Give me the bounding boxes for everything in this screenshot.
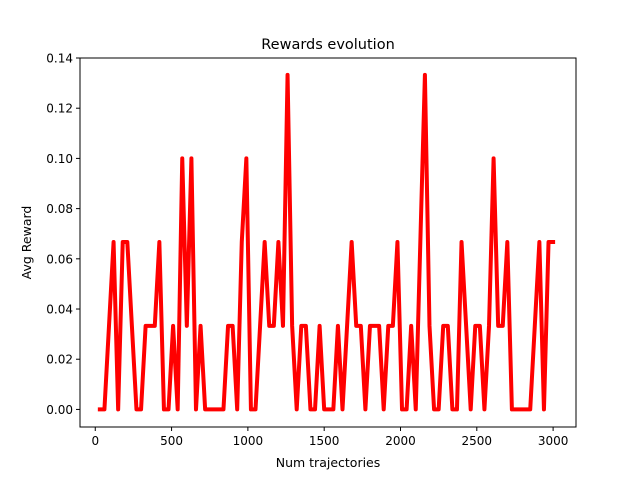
chart-title: Rewards evolution: [261, 37, 395, 53]
series-line-0: [97, 72, 556, 412]
y-tick-label: 0.04: [46, 303, 73, 317]
x-tick-label: 2500: [462, 434, 493, 448]
plot-area: [97, 72, 556, 412]
x-tick-label: 2000: [385, 434, 416, 448]
x-tick-label: 3000: [538, 434, 569, 448]
x-tick-label: 0: [91, 434, 99, 448]
y-axis-label: Avg Reward: [19, 206, 34, 280]
axes-frame: [79, 57, 577, 428]
x-axis: 0 500 1000 1500 2000 2500 3000: [91, 427, 568, 448]
y-tick-label: 0.00: [46, 403, 73, 417]
y-tick-label: 0.12: [46, 102, 73, 116]
y-tick-label: 0.14: [46, 52, 73, 66]
y-tick-label: 0.06: [46, 252, 73, 266]
x-tick-label: 1500: [309, 434, 340, 448]
x-tick-label: 1000: [233, 434, 264, 448]
x-axis-label: Num trajectories: [276, 455, 381, 470]
y-tick-label: 0.10: [46, 152, 73, 166]
y-axis: 0.00 0.02 0.04 0.06 0.08 0.10 0.12 0.14: [46, 52, 80, 417]
y-tick-label: 0.08: [46, 202, 73, 216]
y-tick-label: 0.02: [46, 353, 73, 367]
x-tick-label: 500: [160, 434, 183, 448]
